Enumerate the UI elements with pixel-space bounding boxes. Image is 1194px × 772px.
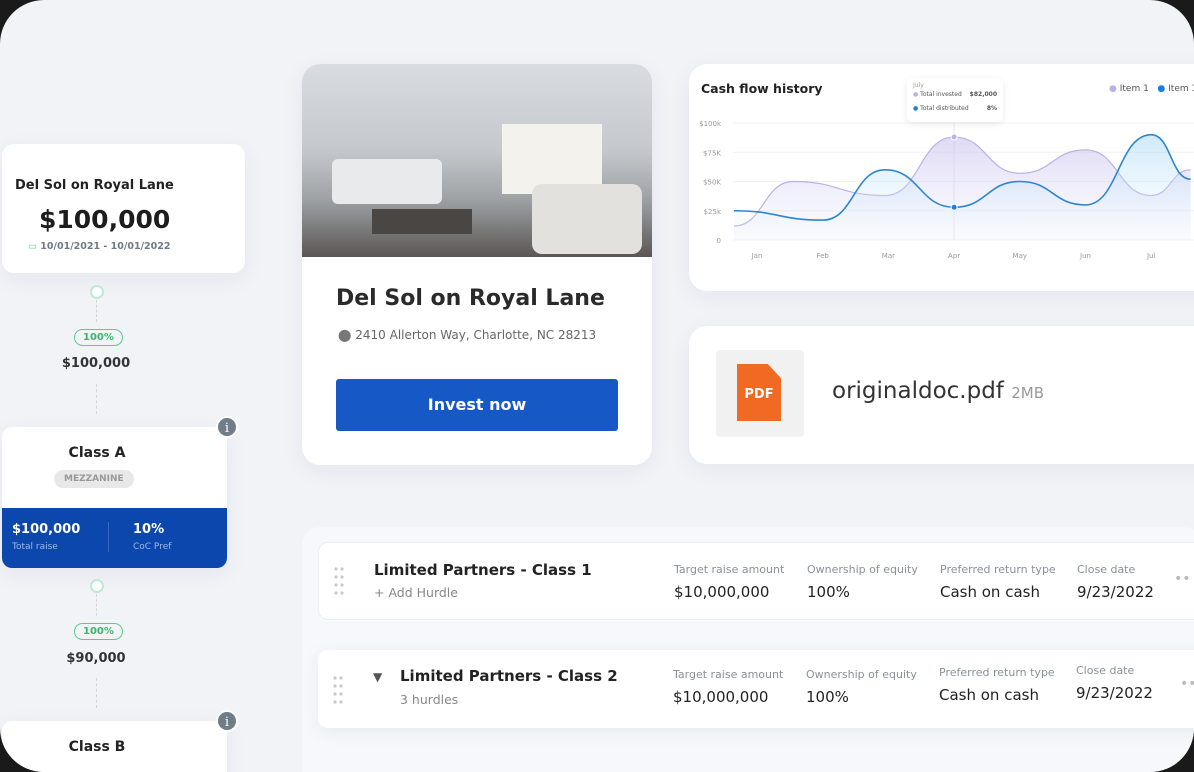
coc-pref: 10% [133, 522, 165, 537]
series-line [734, 133, 1191, 221]
tooltip-month: July [913, 82, 924, 89]
partner-name: Limited Partners - Class 1 [374, 561, 592, 579]
equity: 100% [806, 688, 849, 706]
property-title: Del Sol on Royal Lane [336, 286, 605, 311]
x-tick-label: Feb [816, 252, 829, 260]
connector [96, 300, 97, 322]
deal-summary-card[interactable]: Del Sol on Royal Lane $100,000 ▭ 10/01/2… [2, 144, 245, 273]
data-point [950, 203, 958, 211]
more-icon[interactable]: •• [1174, 571, 1191, 587]
flow-amount: $90,000 [66, 651, 126, 666]
partner-name: Limited Partners - Class 2 [400, 667, 618, 685]
target-raise: $10,000,000 [673, 688, 769, 706]
class-title: Class A [68, 445, 126, 461]
flow-node [90, 579, 104, 593]
property-card: Del Sol on Royal Lane ⬤ 2410 Allerton Wa… [302, 64, 652, 465]
x-tick-label: Mar [882, 252, 895, 260]
y-tick-label: $25k [704, 208, 722, 216]
drag-handle-icon[interactable] [332, 674, 344, 704]
chart-title: Cash flow history [701, 81, 823, 96]
class-a-card[interactable]: Class A MEZZANINE $100,000 Total raise 1… [2, 427, 227, 568]
chart-tooltip: July ● Total invested $82,000 ● Total dis… [907, 78, 1003, 122]
connector [96, 594, 97, 616]
percent-badge: 100% [74, 623, 123, 640]
add-hurdle-link[interactable]: + Add Hurdle [374, 585, 458, 600]
property-photo [302, 64, 652, 257]
y-tick-label: $50K [703, 179, 721, 187]
x-tick-label: May [1013, 252, 1027, 260]
cash-flow-chart-card: Cash flow history ● Item 1 ● Item 1 0 $25… [689, 64, 1194, 291]
pdf-file-icon: PDF [716, 350, 804, 437]
equity: 100% [807, 583, 850, 601]
label: Ownership of equity [807, 563, 918, 576]
total-raise-label: Total raise [12, 542, 58, 552]
total-raise: $100,000 [12, 522, 81, 537]
label: Close date [1077, 563, 1136, 576]
x-tick-label: Apr [948, 252, 960, 260]
drag-handle-icon[interactable] [333, 565, 345, 595]
tooltip-value: $82,000 [969, 91, 997, 98]
deal-amount: $100,000 [39, 205, 171, 234]
property-address: 2410 Allerton Way, Charlotte, NC 28213 [355, 328, 597, 342]
label: Preferred return type [940, 563, 1056, 576]
x-tick-label: Jun [1079, 252, 1091, 260]
file-size: 2MB [1011, 384, 1044, 402]
info-icon[interactable]: i [216, 416, 238, 438]
close-date: 9/23/2022 [1077, 583, 1154, 601]
file-card[interactable]: PDF originaldoc.pdf 2MB [689, 326, 1194, 464]
class-title: Class B [68, 739, 126, 755]
chart-plot: 0 $25k $50K $75K $100k Jan Feb Mar Apr May Jun Jul [699, 120, 1194, 260]
more-icon[interactable]: •• [1180, 676, 1194, 692]
percent-badge: 100% [74, 329, 123, 346]
series-area [734, 134, 1191, 240]
tooltip-label: Total invested [920, 91, 962, 98]
label: Target raise amount [674, 563, 785, 576]
partner-row[interactable]: Limited Partners - Class 1 + Add Hurdle … [318, 542, 1194, 620]
class-b-card[interactable]: Class B [2, 721, 227, 772]
calendar-icon: ▭ [28, 241, 41, 252]
flow-node [90, 285, 104, 299]
coc-pref-label: CoC Pref [133, 542, 172, 552]
data-point [950, 133, 958, 141]
class-stats: $100,000 Total raise 10% CoC Pref [2, 508, 227, 568]
legend: ● Item 1 ● Item 1 [1109, 84, 1194, 94]
info-icon[interactable]: i [216, 710, 238, 732]
label: Target raise amount [673, 668, 784, 681]
return-type: Cash on cash [939, 686, 1039, 704]
label: Preferred return type [939, 666, 1055, 679]
tooltip-value: 8% [986, 105, 997, 112]
tooltip-label: Total distributed [920, 105, 969, 112]
legend-item: Item 1 [1168, 84, 1194, 94]
pdf-label: PDF [737, 364, 781, 421]
legend-item: Item 1 [1119, 84, 1149, 94]
x-tick-label: Jan [751, 252, 763, 260]
file-name: originaldoc.pdf [832, 378, 1004, 404]
y-tick-label: $100k [699, 120, 722, 128]
collapse-caret-icon[interactable]: ▼ [373, 670, 383, 684]
close-date: 9/23/2022 [1076, 684, 1153, 702]
location-pin-icon: ⬤ [338, 328, 356, 342]
invest-now-button[interactable]: Invest now [336, 379, 618, 431]
connector [96, 678, 97, 708]
label: Ownership of equity [806, 668, 917, 681]
connector [96, 384, 97, 414]
deal-title: Del Sol on Royal Lane [15, 178, 174, 193]
class-tag: MEZZANINE [54, 470, 134, 488]
y-tick-label: $75K [703, 149, 721, 157]
label: Close date [1076, 664, 1135, 677]
target-raise: $10,000,000 [674, 583, 770, 601]
hurdle-count: 3 hurdles [400, 692, 459, 707]
y-tick-label: 0 [717, 237, 721, 245]
partner-row[interactable]: ▼ Limited Partners - Class 2 3 hurdles T… [318, 650, 1194, 728]
x-tick-label: Jul [1146, 252, 1156, 260]
return-type: Cash on cash [940, 583, 1040, 601]
flow-amount: $100,000 [61, 356, 131, 371]
deal-dates: 10/01/2021 - 10/01/2022 [40, 241, 171, 252]
